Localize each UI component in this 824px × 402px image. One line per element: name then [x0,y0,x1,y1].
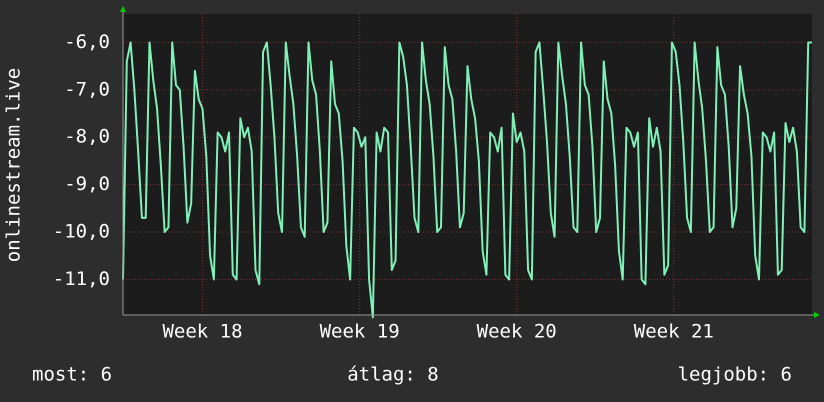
y-axis-label: onlinestream.live [3,68,25,262]
data-line [122,41,812,319]
y-tick-label: -9,0 [64,173,110,195]
y-tick-label: -10,0 [53,221,110,243]
y-tick-label: -7,0 [64,78,110,100]
x-tick-label: Week 20 [477,321,557,343]
y-tick-label: -6,0 [64,31,110,53]
stat-average: átlag: 8 [347,364,439,386]
lines [122,41,812,319]
stat-best: legjobb: 6 [678,364,792,386]
axis-arrow [814,312,820,318]
stat-now: most: 6 [32,364,112,386]
y-tick-label: -11,0 [53,268,110,290]
x-tick-label: Week 19 [320,321,400,343]
y-tick-label: -8,0 [64,126,110,148]
x-tick-label: Week 18 [162,321,242,343]
plot-area [123,14,812,315]
axis-arrow [120,6,126,12]
x-tick-label: Week 21 [634,321,714,343]
